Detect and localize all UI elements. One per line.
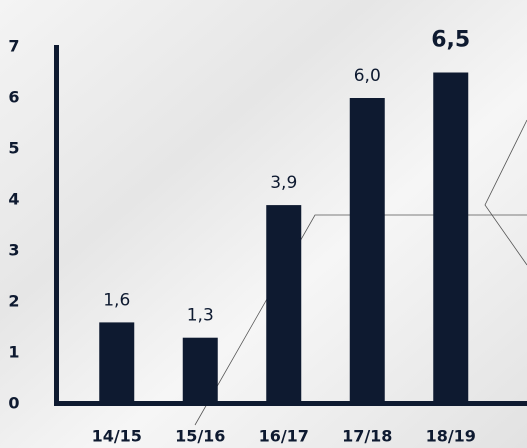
plot: 0 1 2 3 4 5 6 7 14/15 1,6 15/16 1,3 16/17 3,9 17/18 6,0…	[8, 28, 476, 446]
y-tick-label: 4	[8, 190, 19, 209]
x-tick-label: 14/15	[92, 427, 142, 446]
bar	[349, 98, 385, 404]
x-tick-label: 18/19	[426, 427, 476, 446]
x-tick-label: 15/16	[175, 427, 225, 446]
bar	[433, 72, 469, 404]
bar	[266, 205, 302, 404]
y-tick-label: 1	[8, 343, 19, 362]
x-axis	[54, 401, 527, 406]
y-tick-label: 7	[8, 37, 19, 56]
bar	[99, 322, 135, 404]
value-label: 6,5	[431, 28, 470, 53]
y-tick-label: 5	[8, 139, 19, 158]
bar	[182, 337, 218, 404]
y-tick-label: 3	[8, 241, 19, 260]
y-tick-label: 6	[8, 88, 19, 107]
x-tick-label: 17/18	[342, 427, 392, 446]
value-label: 6,0	[354, 66, 381, 86]
y-tick-label: 0	[8, 394, 19, 413]
y-tick-label: 2	[8, 292, 19, 311]
value-label: 3,9	[270, 173, 297, 193]
value-label: 1,3	[187, 306, 214, 326]
value-label: 1,6	[103, 290, 130, 310]
x-tick-label: 16/17	[259, 427, 309, 446]
y-axis	[54, 45, 59, 405]
